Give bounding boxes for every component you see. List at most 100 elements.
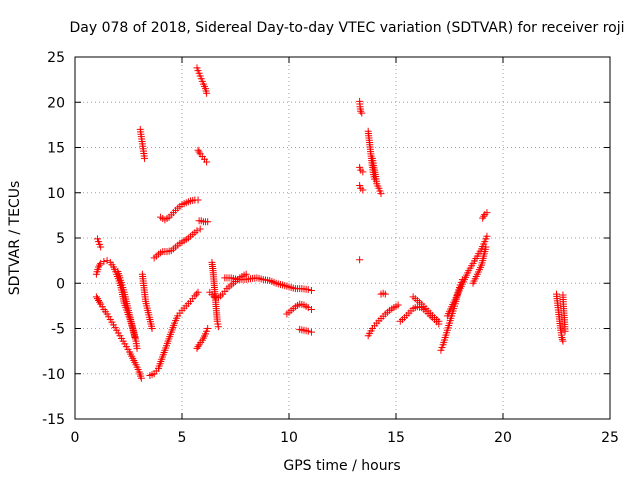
data-point [137, 374, 145, 382]
series-arc-1 [93, 235, 105, 251]
data-point [97, 259, 105, 267]
y-tick-label: 5 [56, 231, 65, 247]
data-point [194, 288, 202, 296]
data-point [131, 334, 139, 342]
series-arc-4 [114, 267, 139, 342]
series-arc-10 [193, 64, 211, 97]
data-point [304, 286, 312, 294]
series-arc-7 [146, 288, 202, 380]
data-point [192, 290, 200, 298]
y-tick-labels: -15 -10 -5 0 5 10 15 20 25 [42, 50, 65, 428]
data-point [558, 334, 566, 342]
series-arc-31 [469, 243, 490, 287]
data-point [100, 258, 108, 266]
data-point [133, 344, 141, 352]
x-tick-labels: 0 5 10 15 20 25 [71, 430, 619, 446]
series-arc-19 [356, 97, 366, 117]
series-arc-18 [296, 325, 315, 336]
data-point [193, 344, 201, 352]
series-arc-5 [136, 125, 149, 162]
series-arc-12 [195, 217, 212, 226]
data-point [307, 328, 315, 336]
y-tick-label: 20 [47, 95, 65, 111]
data-point [482, 243, 490, 251]
data-point [214, 323, 222, 331]
data-point [95, 296, 103, 304]
x-tick-label: 15 [387, 430, 405, 446]
data-point [191, 292, 199, 300]
data-point [357, 107, 365, 115]
data-point [193, 227, 201, 235]
x-tick-label: 0 [71, 430, 80, 446]
data-point [304, 304, 312, 312]
series-arc-34 [559, 291, 569, 335]
data-point [479, 214, 487, 222]
data-point [561, 327, 569, 335]
data-point [483, 232, 491, 240]
grid [75, 57, 610, 419]
y-tick-label: -10 [42, 367, 65, 383]
series-arc-8 [150, 225, 204, 262]
data-point [103, 257, 111, 265]
series-arc-30 [443, 232, 491, 320]
chart-title: Day 078 of 2018, Sidereal Day-to-day VTE… [69, 20, 624, 36]
y-tick-label: 0 [56, 276, 65, 292]
x-tick-label: 5 [178, 430, 187, 446]
data-point [204, 218, 212, 226]
data-point [96, 298, 104, 306]
data-point [356, 256, 364, 264]
data-point [381, 290, 389, 298]
data-point [141, 154, 149, 162]
series-arc-13 [193, 325, 212, 352]
x-tick-label: 25 [601, 430, 619, 446]
series-arc-2 [92, 293, 145, 382]
data-point [93, 295, 101, 303]
data-point [204, 325, 212, 332]
series-arc-32 [479, 209, 491, 222]
data-point [558, 335, 566, 343]
y-tick-label: 15 [47, 141, 65, 157]
data-point [307, 305, 315, 313]
series-arc-9 [157, 196, 202, 224]
x-axis-label: GPS time / hours [283, 458, 400, 474]
series-arc-26 [377, 289, 389, 298]
data-point [194, 343, 202, 351]
data-point [95, 263, 103, 271]
series-arc-14 [208, 258, 222, 331]
data-point [483, 209, 491, 217]
series-arc-16 [221, 274, 315, 294]
series-arc-20 [356, 163, 367, 176]
y-tick-label: -15 [42, 412, 65, 428]
series-arc-22 [356, 256, 364, 264]
data-marks [92, 64, 569, 382]
data-point [203, 89, 211, 97]
data-point [196, 225, 204, 233]
data-point [480, 212, 488, 220]
data-point [358, 109, 366, 117]
data-point [97, 243, 105, 251]
data-point [194, 146, 202, 154]
data-point [435, 317, 443, 325]
series-arc-28 [409, 293, 443, 325]
data-point [394, 301, 402, 309]
series-arc-17 [283, 300, 315, 318]
y-axis-label: SDTVAR / TECUs [7, 181, 23, 296]
series-arc-24 [368, 154, 385, 198]
data-point [148, 325, 156, 332]
data-point [377, 190, 385, 198]
data-point [194, 196, 202, 204]
data-point [195, 148, 203, 156]
data-point [359, 168, 367, 176]
series-arc-33 [553, 290, 567, 345]
series-arc-11 [194, 146, 211, 166]
data-point [559, 337, 567, 345]
y-tick-label: 10 [47, 186, 65, 202]
data-point [96, 261, 104, 269]
series-arc-25 [364, 301, 402, 340]
data-point [307, 286, 315, 294]
axis-ticks [74, 56, 611, 420]
y-tick-label: -5 [51, 322, 65, 338]
data-point [304, 327, 312, 335]
data-point [92, 293, 100, 301]
